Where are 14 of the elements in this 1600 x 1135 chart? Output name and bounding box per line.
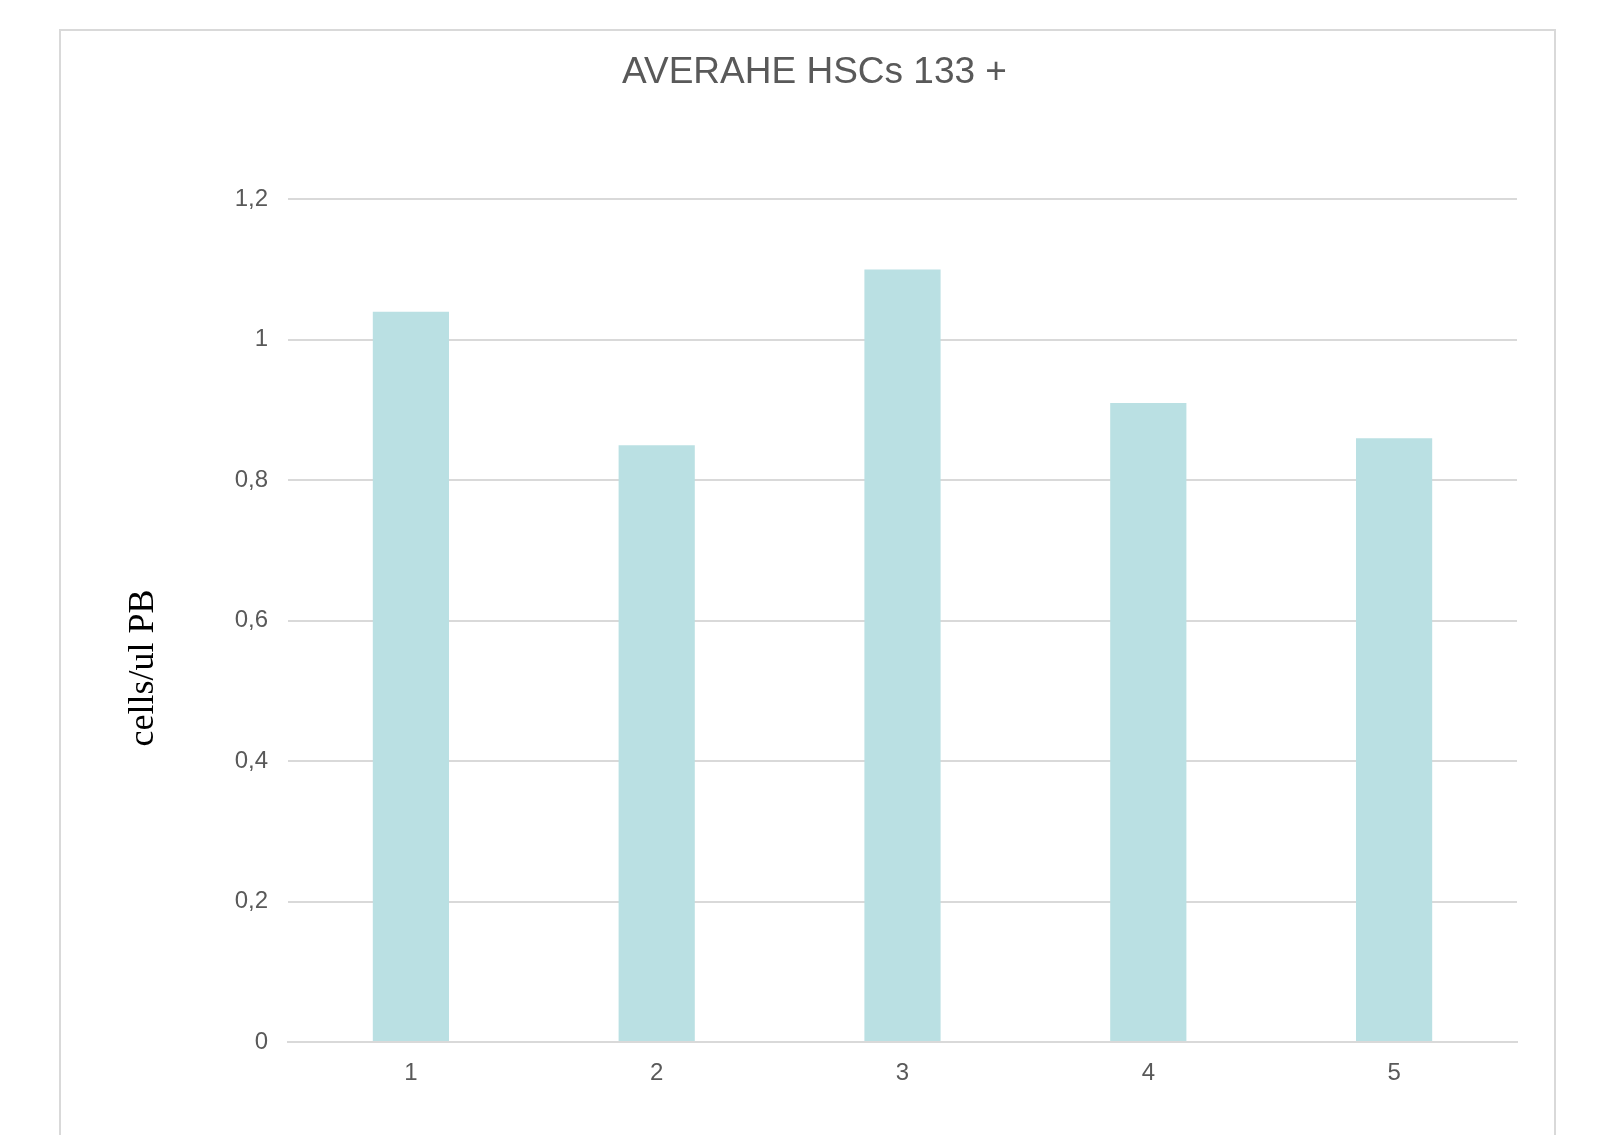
y-tick-label: 0,6	[234, 605, 268, 633]
y-tick-label: 1,2	[234, 184, 268, 212]
x-tick-label: 3	[895, 1058, 910, 1086]
y-tick-label: 0,8	[234, 464, 268, 492]
chart-title: AVERAHE HSCs 133 +	[622, 50, 1007, 92]
y-tick-label: 0	[254, 1026, 268, 1054]
y-tick-label: 0,4	[234, 745, 268, 773]
y-tick-label: 1	[254, 324, 268, 352]
y-axis-title: cells/ul PB	[121, 589, 162, 747]
x-tick-label: 2	[650, 1058, 664, 1086]
x-tick-label: 5	[1387, 1058, 1401, 1086]
x-tick-label: 4	[1141, 1058, 1155, 1086]
x-tick-label: 1	[404, 1058, 418, 1086]
y-tick-label: 0,2	[234, 886, 268, 914]
